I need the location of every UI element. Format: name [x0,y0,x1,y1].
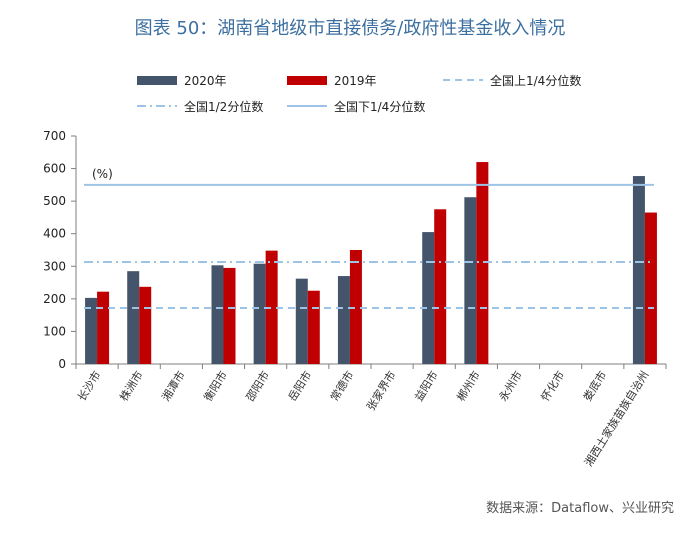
bar-2019 [349,250,362,364]
legend-label-2019: 2019年 [334,74,377,88]
legend: 2020年 2019年 全国上1/4分位数 全国1/2分位数 全国下1/4分位数 [137,73,581,114]
y-tick-label: 0 [58,357,66,371]
x-category-label: 怀化市 [538,368,567,403]
bar-2019 [434,209,447,364]
bar-2019 [265,250,278,364]
legend-label-median: 全国1/2分位数 [184,99,263,114]
x-category-label: 衡阳市 [201,368,230,403]
bar-2020 [422,232,435,364]
bar-2020 [127,271,140,364]
legend-swatch-2019 [287,76,327,85]
bar-2019 [307,290,320,364]
x-category-label: 湘潭市 [159,368,188,403]
x-category-label: 永州市 [496,368,525,403]
legend-label-lower-quartile: 全国下1/4分位数 [334,99,425,114]
x-category-label: 郴州市 [454,368,483,403]
x-category-label: 张家界市 [363,368,398,413]
bar-2020 [85,297,98,364]
y-tick-label: 500 [43,194,66,208]
bar-2020 [337,276,350,364]
x-category-label: 娄底市 [580,368,609,403]
bar-2019 [97,291,110,364]
x-category-label: 益阳市 [411,368,440,403]
plot-area: 0 100 200 300 400 500 600 700 长沙市 株洲市 湘潭市 衡阳市 邵阳市 岳阳市… [43,129,667,469]
bar-2019 [223,267,236,364]
x-category-label: 常德市 [327,368,356,403]
bar-2019 [476,162,489,364]
x-category-label: 株洲市 [116,368,145,403]
bar-2020 [211,265,224,364]
bar-2019 [644,212,657,364]
bar-2020 [295,278,308,364]
bar-2020 [632,176,645,364]
legend-swatch-2020 [137,76,177,85]
legend-label-2020: 2020年 [184,74,227,88]
y-tick-label: 700 [43,129,66,143]
bar-2020 [464,197,477,364]
chart-title: 图表 50：湖南省地级市直接债务/政府性基金收入情况 [134,18,566,39]
x-category-label: 长沙市 [74,368,103,403]
y-tick-label: 300 [43,259,66,273]
unit-label: (%) [92,167,113,181]
bar-2019 [139,286,152,364]
y-tick-label: 200 [43,292,66,306]
y-tick-label: 400 [43,227,66,241]
x-category-label: 邵阳市 [243,368,272,403]
bar-2020 [253,263,266,364]
source-note: 数据来源：Dataflow、兴业研究 [486,501,674,516]
y-tick-label: 600 [43,162,66,176]
legend-label-upper-quartile: 全国上1/4分位数 [490,73,581,88]
y-tick-label: 100 [43,324,66,338]
x-category-label: 岳阳市 [285,368,314,403]
